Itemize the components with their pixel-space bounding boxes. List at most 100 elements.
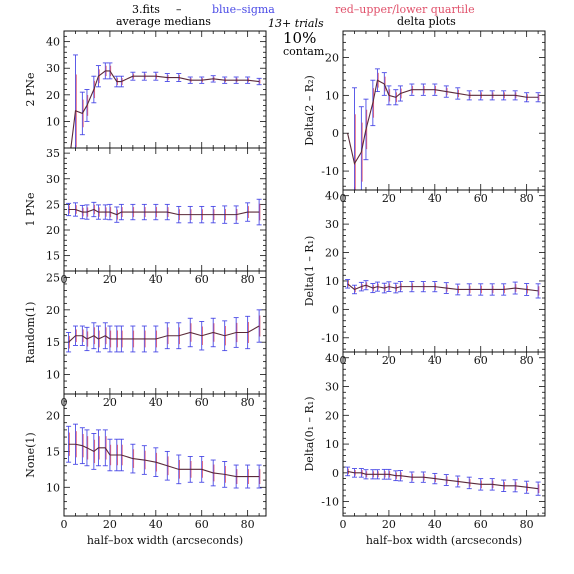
y-tick-label: 20 — [46, 410, 60, 423]
header-dash: – — [176, 3, 182, 16]
y-axis-title: 2 PNe — [24, 72, 37, 106]
y-tick-label: 20 — [325, 247, 339, 260]
y-axis-title: None(1) — [24, 432, 37, 477]
y-axis-title: Random(1) — [24, 302, 37, 364]
panel-data — [345, 466, 541, 496]
x-tick-label: 80 — [241, 273, 255, 286]
y-axis-title: Delta(1 – R₁) — [303, 236, 316, 307]
y-tick-label: 0 — [332, 467, 339, 480]
y-tick-label: 15 — [46, 445, 60, 458]
median-line — [68, 325, 260, 343]
y-tick-label: 0 — [332, 127, 339, 140]
x-tick-label: 60 — [474, 518, 488, 531]
y-tick-label: 40 — [325, 352, 339, 365]
x-tick-label: 20 — [382, 192, 396, 205]
y-tick-label: 0 — [332, 303, 339, 316]
x-tick-label: 40 — [149, 396, 163, 409]
panel-data — [345, 279, 541, 299]
y-tick-label: 10 — [325, 275, 339, 288]
y-tick-label: 15 — [46, 336, 60, 349]
x-tick-label: 20 — [382, 354, 396, 367]
x-tick-label: 80 — [520, 354, 534, 367]
x-tick-label: 40 — [149, 518, 163, 531]
right-column-title: delta plots — [397, 15, 456, 28]
trials-label: 13+ trials — [268, 17, 324, 30]
panel-frame — [342, 189, 546, 353]
x-tick-label: 40 — [428, 518, 442, 531]
x-tick-label: 40 — [149, 273, 163, 286]
y-tick-label: 35 — [46, 147, 60, 160]
y-tick-label: -10 — [321, 332, 339, 345]
y-tick-label: 10 — [325, 89, 339, 102]
x-tick-label: 60 — [474, 192, 488, 205]
x-tick-label: 40 — [428, 192, 442, 205]
median-line — [70, 70, 260, 148]
y-tick-label: -10 — [321, 165, 339, 178]
contam-word: contam. — [283, 45, 328, 58]
x-tick-label: 60 — [474, 354, 488, 367]
y-tick-label: 25 — [46, 271, 60, 284]
y-tick-label: 30 — [46, 62, 60, 75]
x-tick-label: 20 — [382, 518, 396, 531]
y-tick-label: 20 — [325, 409, 339, 422]
y-axis-title: Delta(2 – R₂) — [303, 75, 316, 146]
panel-frame — [63, 393, 267, 517]
y-tick-label: 20 — [46, 304, 60, 317]
x-tick-label: 20 — [103, 518, 117, 531]
panel-data — [66, 423, 262, 489]
x-tick-label: 80 — [520, 518, 534, 531]
panel-1: 10 20 30 40 2 PNe — [24, 30, 267, 149]
panel-data — [66, 309, 262, 353]
y-tick-label: 10 — [46, 369, 60, 382]
median-line — [347, 470, 539, 490]
legend-sigma: blue–sigma — [212, 3, 275, 16]
y-axis-title: 1 PNe — [24, 192, 37, 226]
x-axis-title: half–box width (arcseconds) — [87, 534, 243, 547]
y-tick-label: 30 — [46, 173, 60, 186]
median-line — [347, 79, 539, 165]
x-tick-label: 60 — [195, 518, 209, 531]
x-tick-label: 0 — [61, 518, 68, 531]
y-tick-label: 30 — [325, 381, 339, 394]
x-tick-label: 80 — [241, 396, 255, 409]
x-tick-label: 60 — [195, 273, 209, 286]
y-tick-label: 20 — [46, 89, 60, 102]
panel-data — [66, 198, 262, 226]
y-tick-label: 30 — [325, 218, 339, 231]
legend-quartile: red–upper/lower quartile — [335, 3, 475, 16]
panel-frame — [342, 351, 546, 517]
x-axis-title: half–box width (arcseconds) — [366, 534, 522, 547]
x-tick-label: 40 — [428, 354, 442, 367]
file-label: 3.fits — [132, 3, 160, 16]
y-axis-title: Delta(0₁ – R₁) — [303, 396, 316, 471]
y-tick-label: -10 — [321, 496, 339, 509]
x-tick-label: 60 — [195, 396, 209, 409]
y-tick-label: 40 — [325, 190, 339, 203]
left-column-title: average medians — [116, 15, 211, 28]
y-tick-label: 15 — [46, 250, 60, 263]
panel-data — [347, 68, 541, 190]
panel-data — [70, 54, 262, 148]
y-tick-label: 10 — [46, 481, 60, 494]
median-line — [68, 443, 260, 478]
panels: 10 20 30 40 2 PNe 0 20 40 60 80 15 20 25 30 35 1 PNe 0 20… — [24, 30, 546, 547]
median-line — [347, 283, 539, 292]
median-line — [68, 208, 260, 216]
y-tick-label: 25 — [46, 198, 60, 211]
x-tick-label: 20 — [103, 273, 117, 286]
y-tick-label: 20 — [325, 52, 339, 65]
x-tick-label: 80 — [520, 192, 534, 205]
x-tick-label: 80 — [241, 518, 255, 531]
y-tick-label: 10 — [46, 115, 60, 128]
y-tick-label: 10 — [325, 438, 339, 451]
contam-percent: 10% — [283, 29, 316, 47]
y-tick-label: 40 — [46, 36, 60, 49]
y-tick-label: 20 — [46, 224, 60, 237]
x-tick-label: 0 — [340, 518, 347, 531]
